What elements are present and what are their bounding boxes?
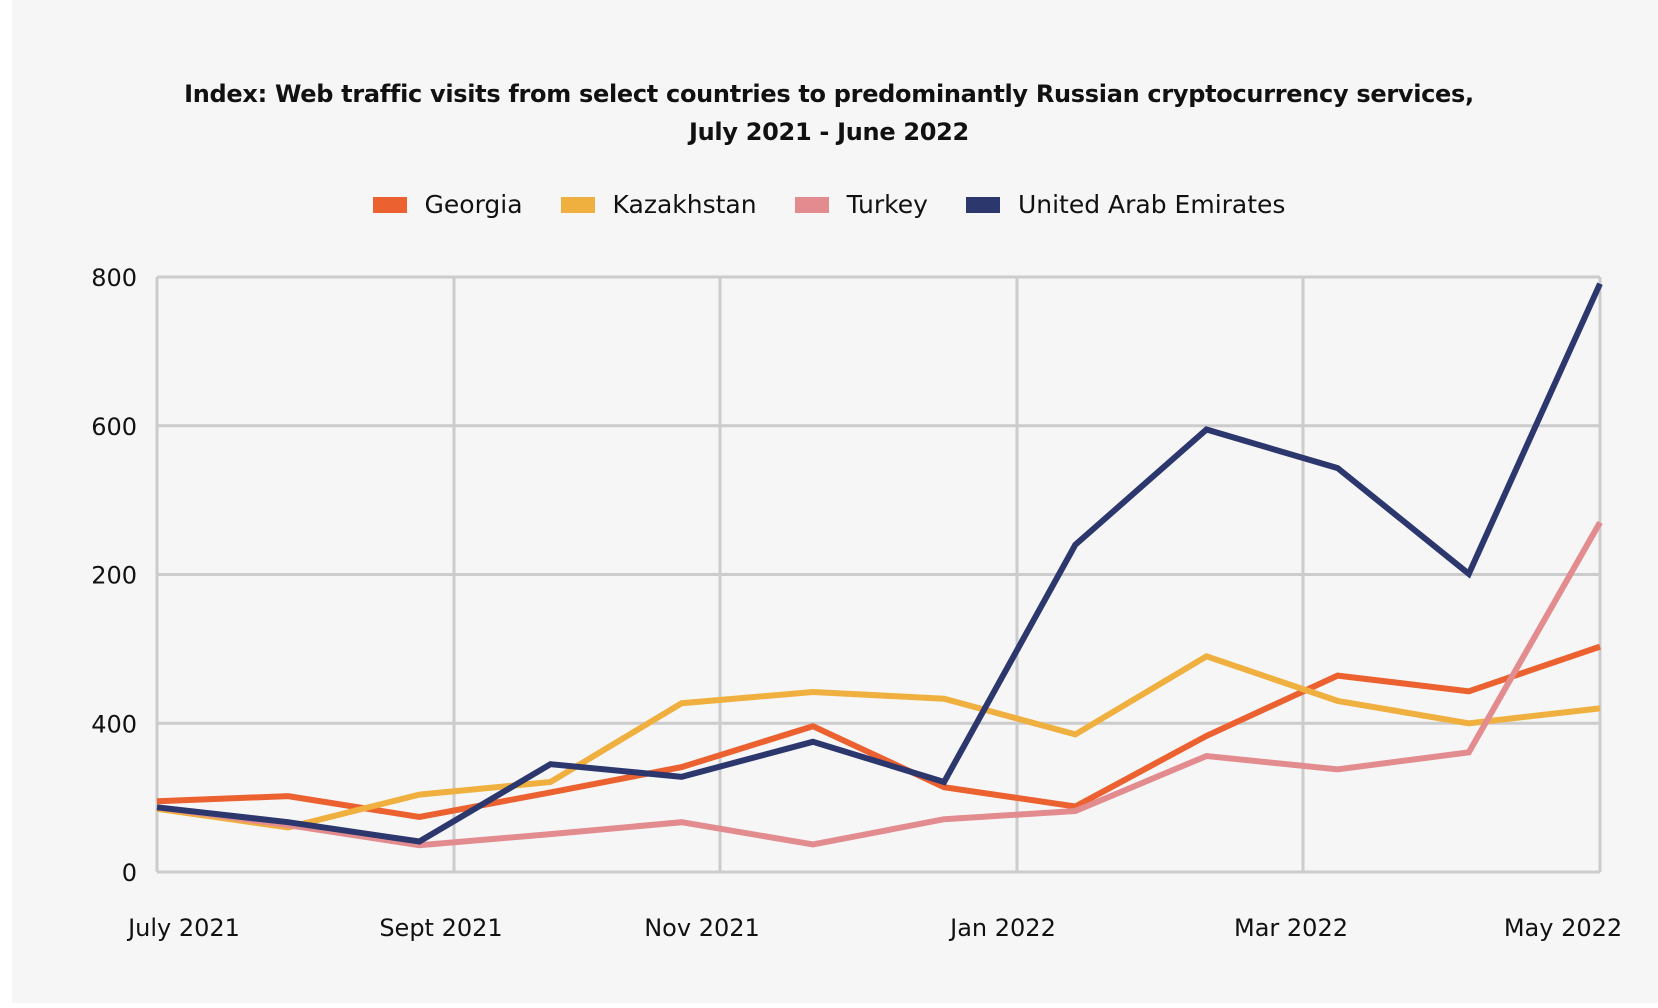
x-tick-label: Nov 2021 bbox=[644, 914, 760, 942]
legend-label-georgia: Georgia bbox=[424, 190, 523, 219]
x-tick-label: Mar 2022 bbox=[1234, 914, 1348, 942]
legend-item-turkey: Turkey bbox=[794, 190, 928, 219]
legend-label-kazakhstan: Kazakhstan bbox=[612, 190, 757, 219]
legend-swatch-georgia bbox=[372, 196, 407, 213]
y-axis-ticks: 0 400 200 600 800 bbox=[91, 264, 137, 887]
y-tick-label: 800 bbox=[91, 264, 137, 292]
y-tick-label: 600 bbox=[91, 413, 137, 441]
series-line-united-arab-emirates bbox=[156, 282, 1603, 845]
x-tick-label: May 2022 bbox=[1504, 914, 1622, 942]
x-tick-label: Jan 2022 bbox=[948, 914, 1056, 942]
series-line-georgia bbox=[156, 643, 1601, 821]
x-axis-ticks: July 2021 Sept 2021 Nov 2021 Jan 2022 Mar 20… bbox=[126, 914, 1622, 942]
grid bbox=[155, 275, 1602, 874]
legend-label-turkey: Turkey bbox=[846, 190, 928, 219]
legend-label-uae: United Arab Emirates bbox=[1017, 190, 1286, 219]
y-tick-label: 400 bbox=[91, 710, 137, 738]
legend-item-georgia: Georgia bbox=[372, 190, 523, 219]
series-line-kazakhstan bbox=[156, 653, 1601, 831]
series-lines bbox=[156, 282, 1603, 849]
legend-swatch-kazakhstan bbox=[560, 196, 595, 213]
y-tick-label: 0 bbox=[122, 859, 137, 887]
chart-title: Index: Web traffic visits from select co… bbox=[184, 80, 1474, 108]
y-tick-label: 200 bbox=[91, 562, 137, 590]
legend-item-kazakhstan: Kazakhstan bbox=[560, 190, 757, 219]
legend-item-uae: United Arab Emirates bbox=[965, 190, 1286, 219]
legend-swatch-uae bbox=[965, 196, 1000, 213]
x-tick-label: Sept 2021 bbox=[379, 914, 502, 942]
series-line-turkey bbox=[156, 520, 1603, 849]
legend: Georgia Kazakhstan Turkey United Arab Em… bbox=[0, 190, 1658, 219]
x-tick-label: July 2021 bbox=[126, 914, 240, 942]
chart-subtitle: July 2021 - June 2022 bbox=[689, 118, 969, 146]
legend-swatch-turkey bbox=[794, 196, 829, 213]
